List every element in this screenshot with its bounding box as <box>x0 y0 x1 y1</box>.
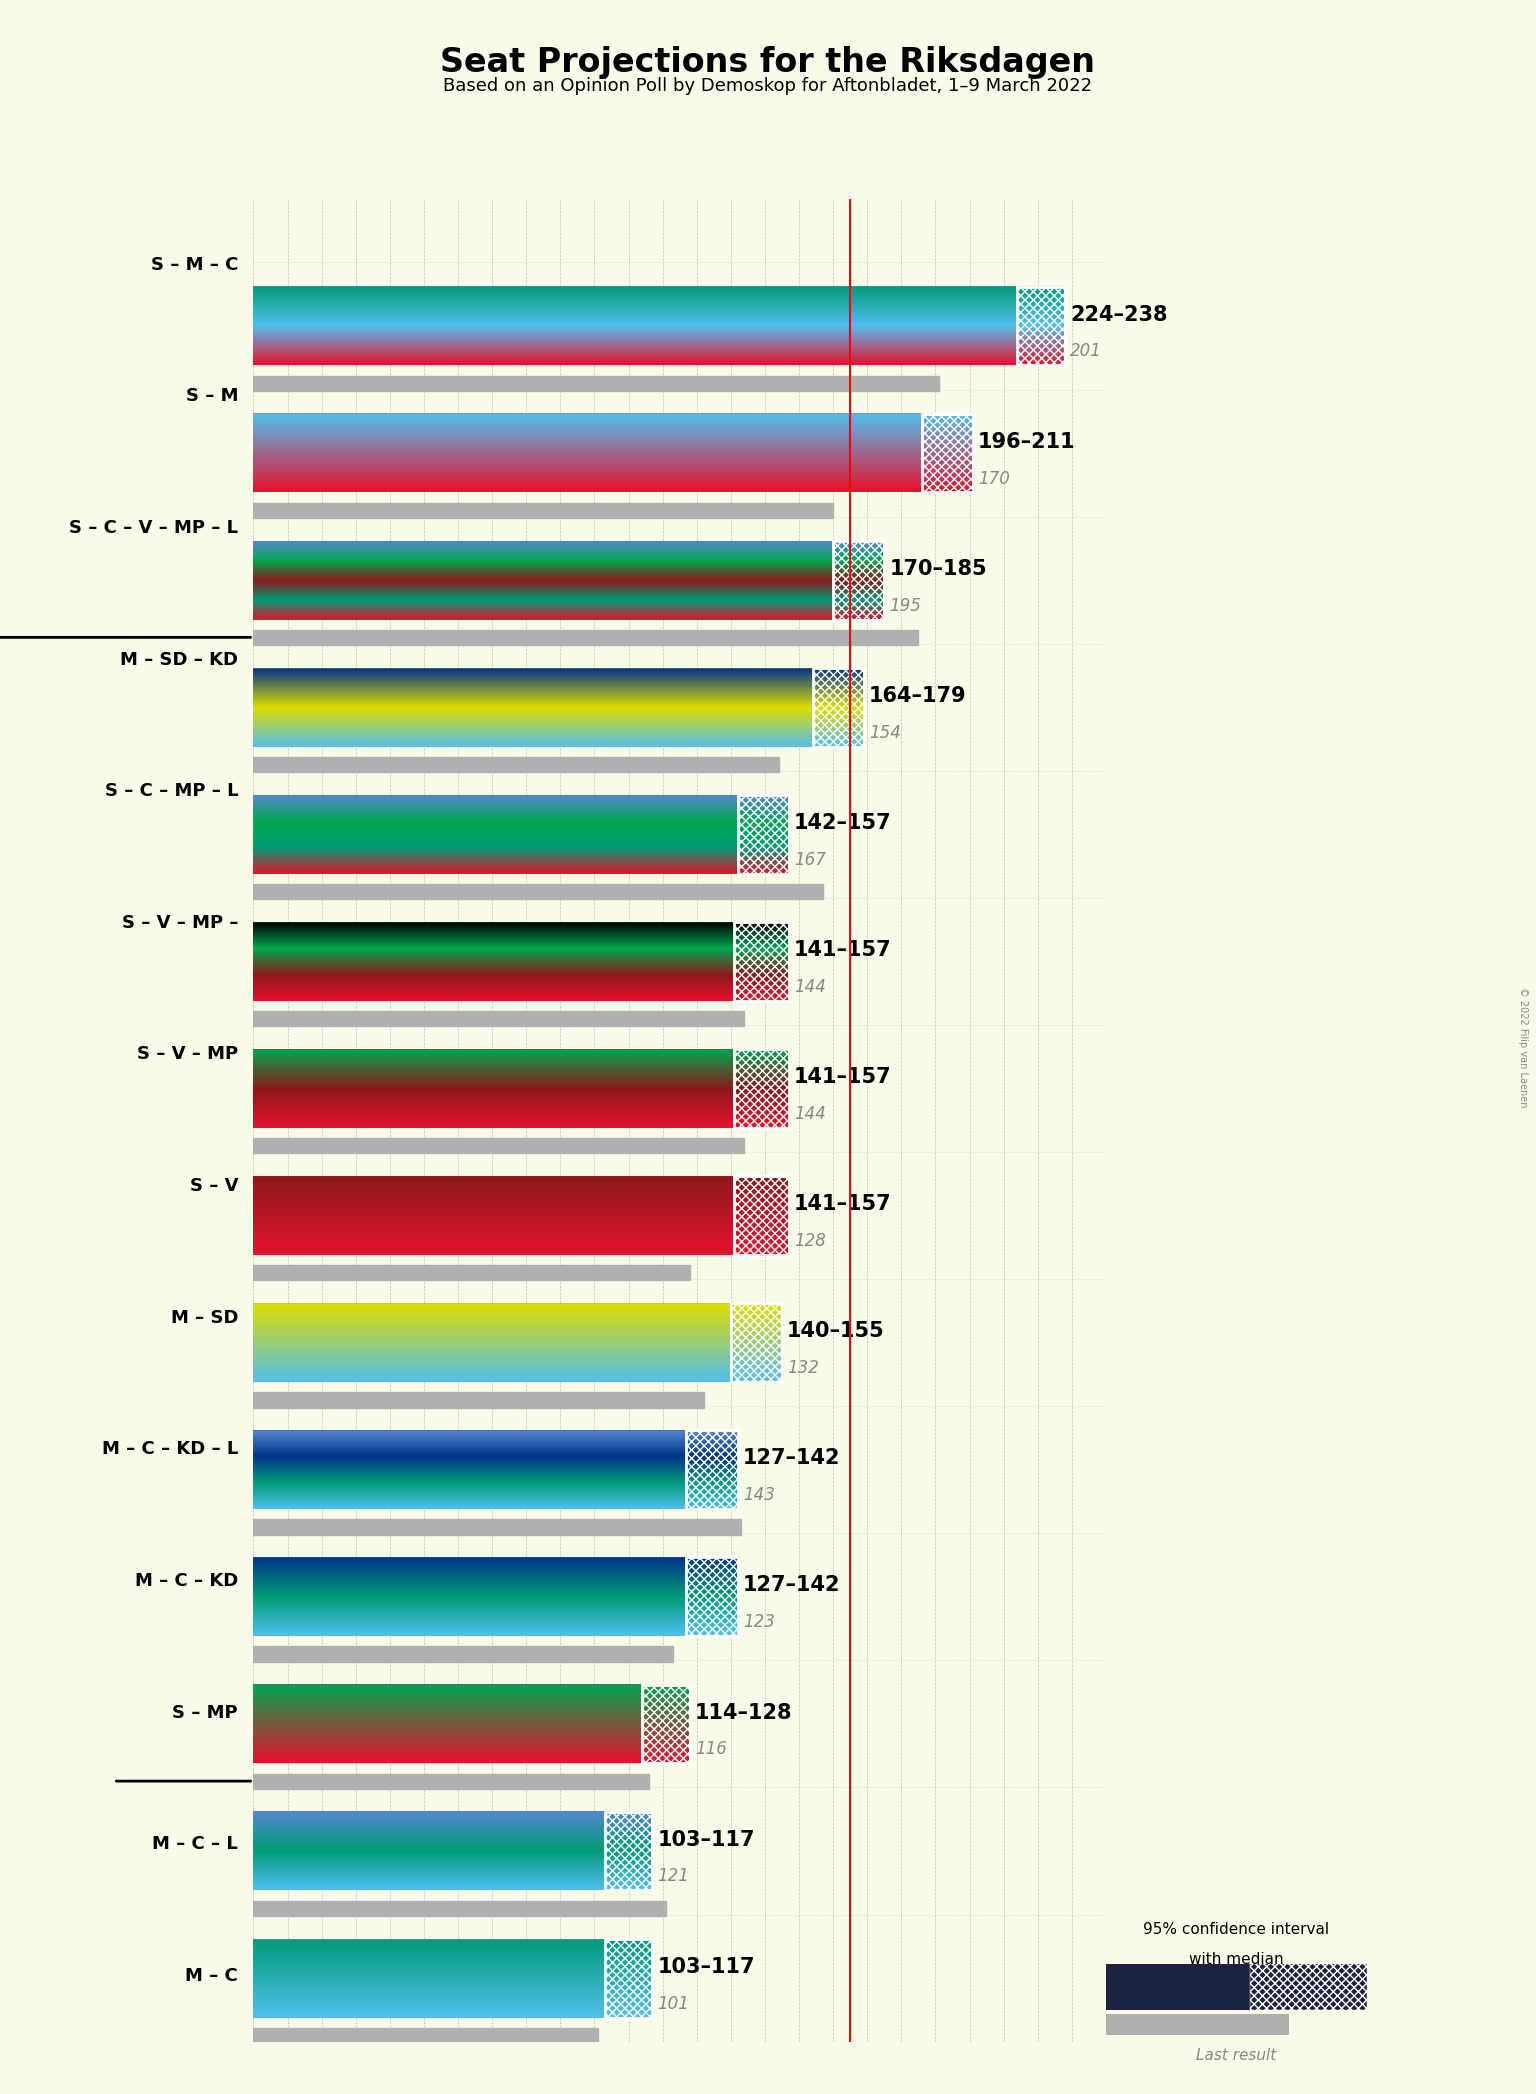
Bar <box>922 415 972 492</box>
Bar <box>833 540 885 620</box>
Bar <box>1017 287 1064 366</box>
Text: 128: 128 <box>794 1231 826 1250</box>
Text: 144: 144 <box>794 1106 826 1122</box>
Bar <box>731 1302 782 1382</box>
Bar <box>253 884 823 898</box>
Text: 114–128: 114–128 <box>694 1702 793 1723</box>
Bar <box>253 1520 740 1535</box>
Text: 123: 123 <box>743 1612 774 1631</box>
Text: 224–238: 224–238 <box>1071 304 1167 325</box>
Text: 167: 167 <box>794 850 826 869</box>
Text: 141–157: 141–157 <box>794 1068 891 1087</box>
Text: 170: 170 <box>978 469 1011 488</box>
Text: M – C – L: M – C – L <box>152 1834 238 1853</box>
Bar <box>253 1646 673 1663</box>
Text: 103–117: 103–117 <box>657 1956 756 1977</box>
Text: S – C – V – MP – L: S – C – V – MP – L <box>69 519 238 536</box>
Bar <box>737 796 790 873</box>
Text: 201: 201 <box>1071 343 1101 360</box>
Bar <box>922 415 972 492</box>
Bar <box>642 1684 690 1763</box>
Bar <box>833 540 885 620</box>
Bar <box>687 1558 737 1635</box>
Bar <box>687 1430 737 1510</box>
Bar <box>253 2027 598 2044</box>
Text: 170–185: 170–185 <box>889 559 988 578</box>
Bar <box>253 630 919 645</box>
Text: 196–211: 196–211 <box>978 431 1075 452</box>
Bar <box>253 375 938 392</box>
Bar <box>734 1177 790 1254</box>
Text: 127–142: 127–142 <box>743 1449 840 1468</box>
Text: M – SD – KD: M – SD – KD <box>120 651 238 668</box>
Text: 101: 101 <box>657 1993 690 2012</box>
Bar <box>813 668 863 748</box>
Text: M – C: M – C <box>186 1966 238 1985</box>
Bar <box>734 921 790 1001</box>
Text: S – M: S – M <box>186 387 238 406</box>
Bar <box>642 1684 690 1763</box>
Text: 95% confidence interval: 95% confidence interval <box>1143 1922 1330 1937</box>
Text: 142–157: 142–157 <box>794 812 891 833</box>
Bar <box>734 1049 790 1129</box>
Bar <box>253 1393 703 1407</box>
Text: M – SD: M – SD <box>170 1309 238 1328</box>
Bar <box>253 1265 690 1279</box>
Bar <box>253 1137 745 1154</box>
Bar <box>253 503 833 517</box>
Text: S – V: S – V <box>189 1177 238 1196</box>
Text: 144: 144 <box>794 978 826 997</box>
Bar <box>731 1302 782 1382</box>
Text: 103–117: 103–117 <box>657 1830 756 1849</box>
Bar <box>253 1011 745 1026</box>
Text: 121: 121 <box>657 1868 690 1885</box>
Bar <box>605 1811 653 1891</box>
Bar <box>813 668 863 748</box>
Text: Based on an Opinion Poll by Demoskop for Aftonbladet, 1–9 March 2022: Based on an Opinion Poll by Demoskop for… <box>444 77 1092 96</box>
Text: Seat Projections for the Riksdagen: Seat Projections for the Riksdagen <box>441 46 1095 80</box>
Text: M – C – KD – L: M – C – KD – L <box>101 1441 238 1457</box>
Text: 195: 195 <box>889 597 922 616</box>
Bar <box>734 921 790 1001</box>
Text: 140–155: 140–155 <box>786 1321 885 1342</box>
Bar <box>605 1811 653 1891</box>
Text: S – C – MP – L: S – C – MP – L <box>104 783 238 800</box>
Bar <box>687 1558 737 1635</box>
Text: S – MP: S – MP <box>172 1705 238 1721</box>
Bar <box>1250 1964 1367 2010</box>
Bar <box>734 1049 790 1129</box>
Text: 141–157: 141–157 <box>794 940 891 959</box>
Text: 132: 132 <box>786 1359 819 1378</box>
Bar <box>605 1939 653 2017</box>
Bar <box>253 1901 667 1916</box>
Text: 141–157: 141–157 <box>794 1194 891 1215</box>
Text: 154: 154 <box>869 725 900 741</box>
Text: S – M – C: S – M – C <box>151 255 238 274</box>
Text: 164–179: 164–179 <box>869 687 966 706</box>
Text: 143: 143 <box>743 1487 774 1503</box>
Bar <box>605 1939 653 2017</box>
Text: S – V – MP: S – V – MP <box>137 1045 238 1064</box>
Bar <box>253 756 779 773</box>
Bar <box>687 1430 737 1510</box>
Text: 127–142: 127–142 <box>743 1575 840 1596</box>
Text: Last result: Last result <box>1197 2048 1276 2063</box>
Text: with median: with median <box>1189 1952 1284 1966</box>
Bar <box>737 796 790 873</box>
Bar <box>1106 1964 1250 2010</box>
Bar <box>253 1774 650 1788</box>
Bar <box>734 1177 790 1254</box>
Text: © 2022 Filip van Laenen: © 2022 Filip van Laenen <box>1518 986 1528 1108</box>
Text: S – V – MP –: S – V – MP – <box>121 913 238 932</box>
Bar <box>1017 287 1064 366</box>
Text: 116: 116 <box>694 1740 727 1759</box>
Text: M – C – KD: M – C – KD <box>135 1573 238 1589</box>
